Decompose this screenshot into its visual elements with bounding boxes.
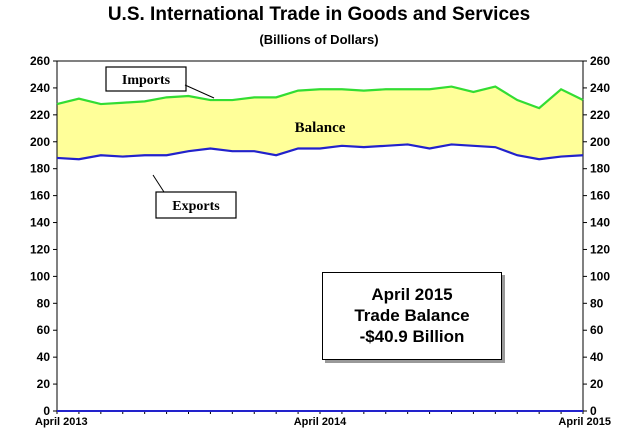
y-tick-label-left: 0 xyxy=(43,404,50,418)
exports-callout-label: Exports xyxy=(172,199,220,214)
x-tick-label: April 2014 xyxy=(294,416,347,428)
series-line-exports xyxy=(56,143,584,161)
exports-pointer-line xyxy=(152,174,165,193)
balance-area xyxy=(57,86,583,160)
y-tick-label-left: 260 xyxy=(30,54,50,68)
balance-label: Balance xyxy=(295,120,346,136)
exports-callout-box xyxy=(155,191,237,219)
y-tick-label-left: 220 xyxy=(30,108,50,122)
imports-callout-label: Imports xyxy=(122,73,171,88)
callout-period: April 2015 xyxy=(371,285,453,304)
y-tick-label-right: 160 xyxy=(590,189,610,203)
y-tick-label-right: 20 xyxy=(590,377,604,391)
y-tick-label-right: 80 xyxy=(590,296,604,310)
y-tick-label-right: 180 xyxy=(590,162,610,176)
y-tick-label-right: 200 xyxy=(590,135,610,149)
y-tick-label-right: 120 xyxy=(590,242,610,256)
callout-heading: Trade Balance xyxy=(354,306,470,325)
y-tick-label-left: 160 xyxy=(30,189,50,203)
y-tick-label-right: 140 xyxy=(590,216,610,230)
y-tick-label-left: 40 xyxy=(37,350,51,364)
x-tick-label: April 2013 xyxy=(35,416,88,428)
chart-subtitle: (Billions of Dollars) xyxy=(259,32,379,47)
y-tick-label-left: 240 xyxy=(30,81,50,95)
y-tick-label-right: 100 xyxy=(590,269,610,283)
y-tick-label-left: 200 xyxy=(30,135,50,149)
series-line-imports xyxy=(56,85,584,110)
y-tick-label-right: 0 xyxy=(590,404,597,418)
y-tick-label-right: 260 xyxy=(590,54,610,68)
y-tick-label-left: 140 xyxy=(30,216,50,230)
y-tick-label-right: 240 xyxy=(590,81,610,95)
y-tick-label-right: 220 xyxy=(590,108,610,122)
y-tick-label-left: 100 xyxy=(30,269,50,283)
callout-value: -$40.9 Billion xyxy=(359,327,465,346)
y-tick-label-left: 80 xyxy=(37,296,51,310)
y-tick-label-left: 20 xyxy=(37,377,51,391)
imports-pointer-line xyxy=(184,84,215,99)
y-tick-label-left: 60 xyxy=(37,323,51,337)
y-tick-label-right: 60 xyxy=(590,323,604,337)
chart-title: U.S. International Trade in Goods and Se… xyxy=(107,4,531,25)
imports-callout-box xyxy=(105,66,187,92)
x-tick-label: April 2015 xyxy=(558,416,611,428)
y-tick-label-left: 120 xyxy=(30,242,50,256)
trade-balance-callout-box: April 2015 Trade Balance -$40.9 Billion xyxy=(322,272,502,360)
y-tick-label-left: 180 xyxy=(30,162,50,176)
y-tick-label-right: 40 xyxy=(590,350,604,364)
